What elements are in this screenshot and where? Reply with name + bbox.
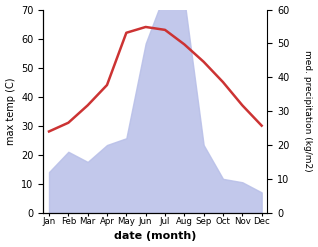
Y-axis label: med. precipitation (kg/m2): med. precipitation (kg/m2) bbox=[303, 50, 313, 172]
X-axis label: date (month): date (month) bbox=[114, 231, 197, 242]
Y-axis label: max temp (C): max temp (C) bbox=[5, 77, 16, 145]
